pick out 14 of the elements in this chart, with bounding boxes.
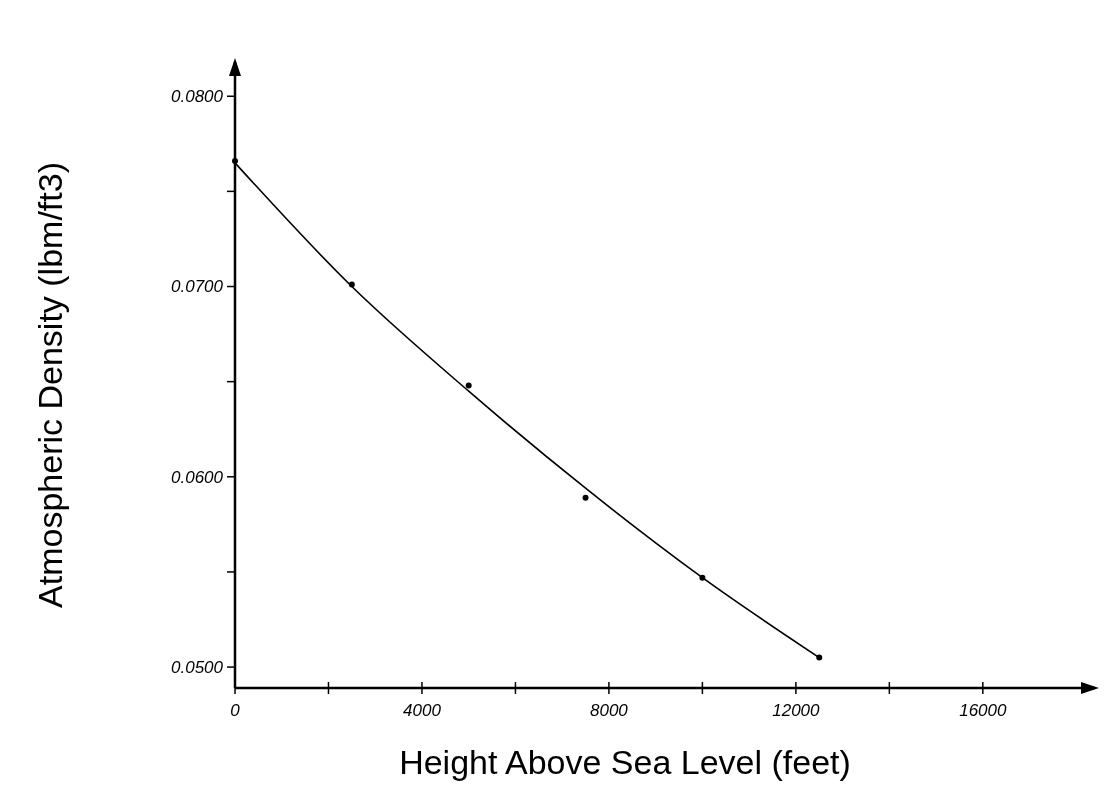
point xyxy=(582,494,589,501)
x-tick-label: 16000 xyxy=(959,701,1007,720)
y-tick-label: 0.0500 xyxy=(171,658,224,678)
y-tick-label: 0.0800 xyxy=(171,87,224,107)
x-tick-label: 12000 xyxy=(772,701,821,720)
y-tick-label: 0.0600 xyxy=(171,467,224,487)
y-axis-title: Atmospheric Density (lbm/ft3) xyxy=(31,162,69,608)
point xyxy=(232,157,238,164)
y-tick-label: 0.0700 xyxy=(171,277,224,297)
x-tick-label: 8000 xyxy=(590,701,629,720)
x-tick-label: 0 xyxy=(230,701,241,720)
point xyxy=(465,382,472,389)
x-axis-title: Height Above Sea Level (feet) xyxy=(399,743,851,781)
x-tick-label: 4000 xyxy=(403,701,442,720)
